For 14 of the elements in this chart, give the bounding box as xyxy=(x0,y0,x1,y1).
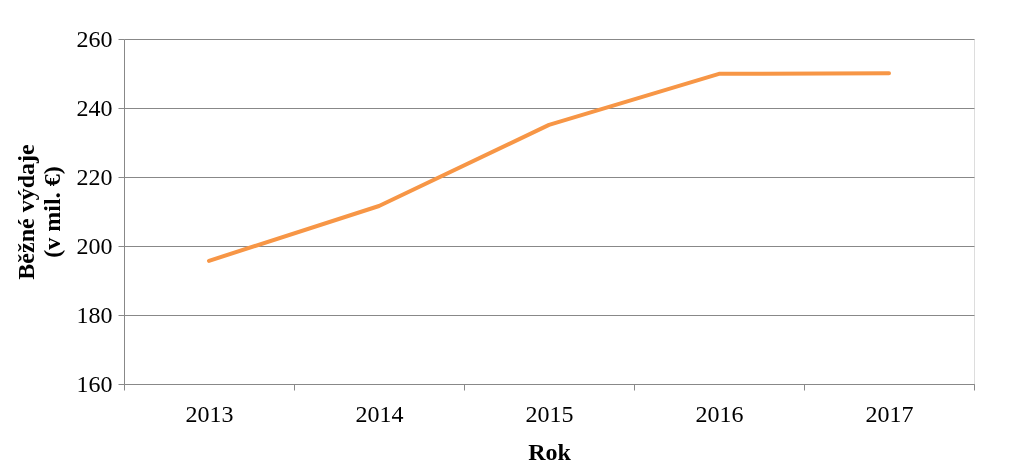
x-tick-label: 2014 xyxy=(355,400,404,427)
y-tick-label: 240 xyxy=(76,94,113,121)
y-tick-label: 260 xyxy=(76,25,113,52)
x-axis-title: Rok xyxy=(528,438,572,463)
x-tick-label: 2017 xyxy=(865,400,914,427)
x-tick-label: 2013 xyxy=(185,400,234,427)
y-tick-label: 180 xyxy=(76,301,113,328)
y-axis-title: Běžné výdaje (v mil. €) xyxy=(12,144,65,280)
x-tick-label: 2015 xyxy=(525,400,574,427)
y-tick-label: 160 xyxy=(76,370,113,397)
line-series xyxy=(207,71,891,263)
x-tick-label: 2016 xyxy=(695,400,744,427)
y-tick-label: 220 xyxy=(76,163,113,190)
y-tick-label: 200 xyxy=(76,232,113,259)
